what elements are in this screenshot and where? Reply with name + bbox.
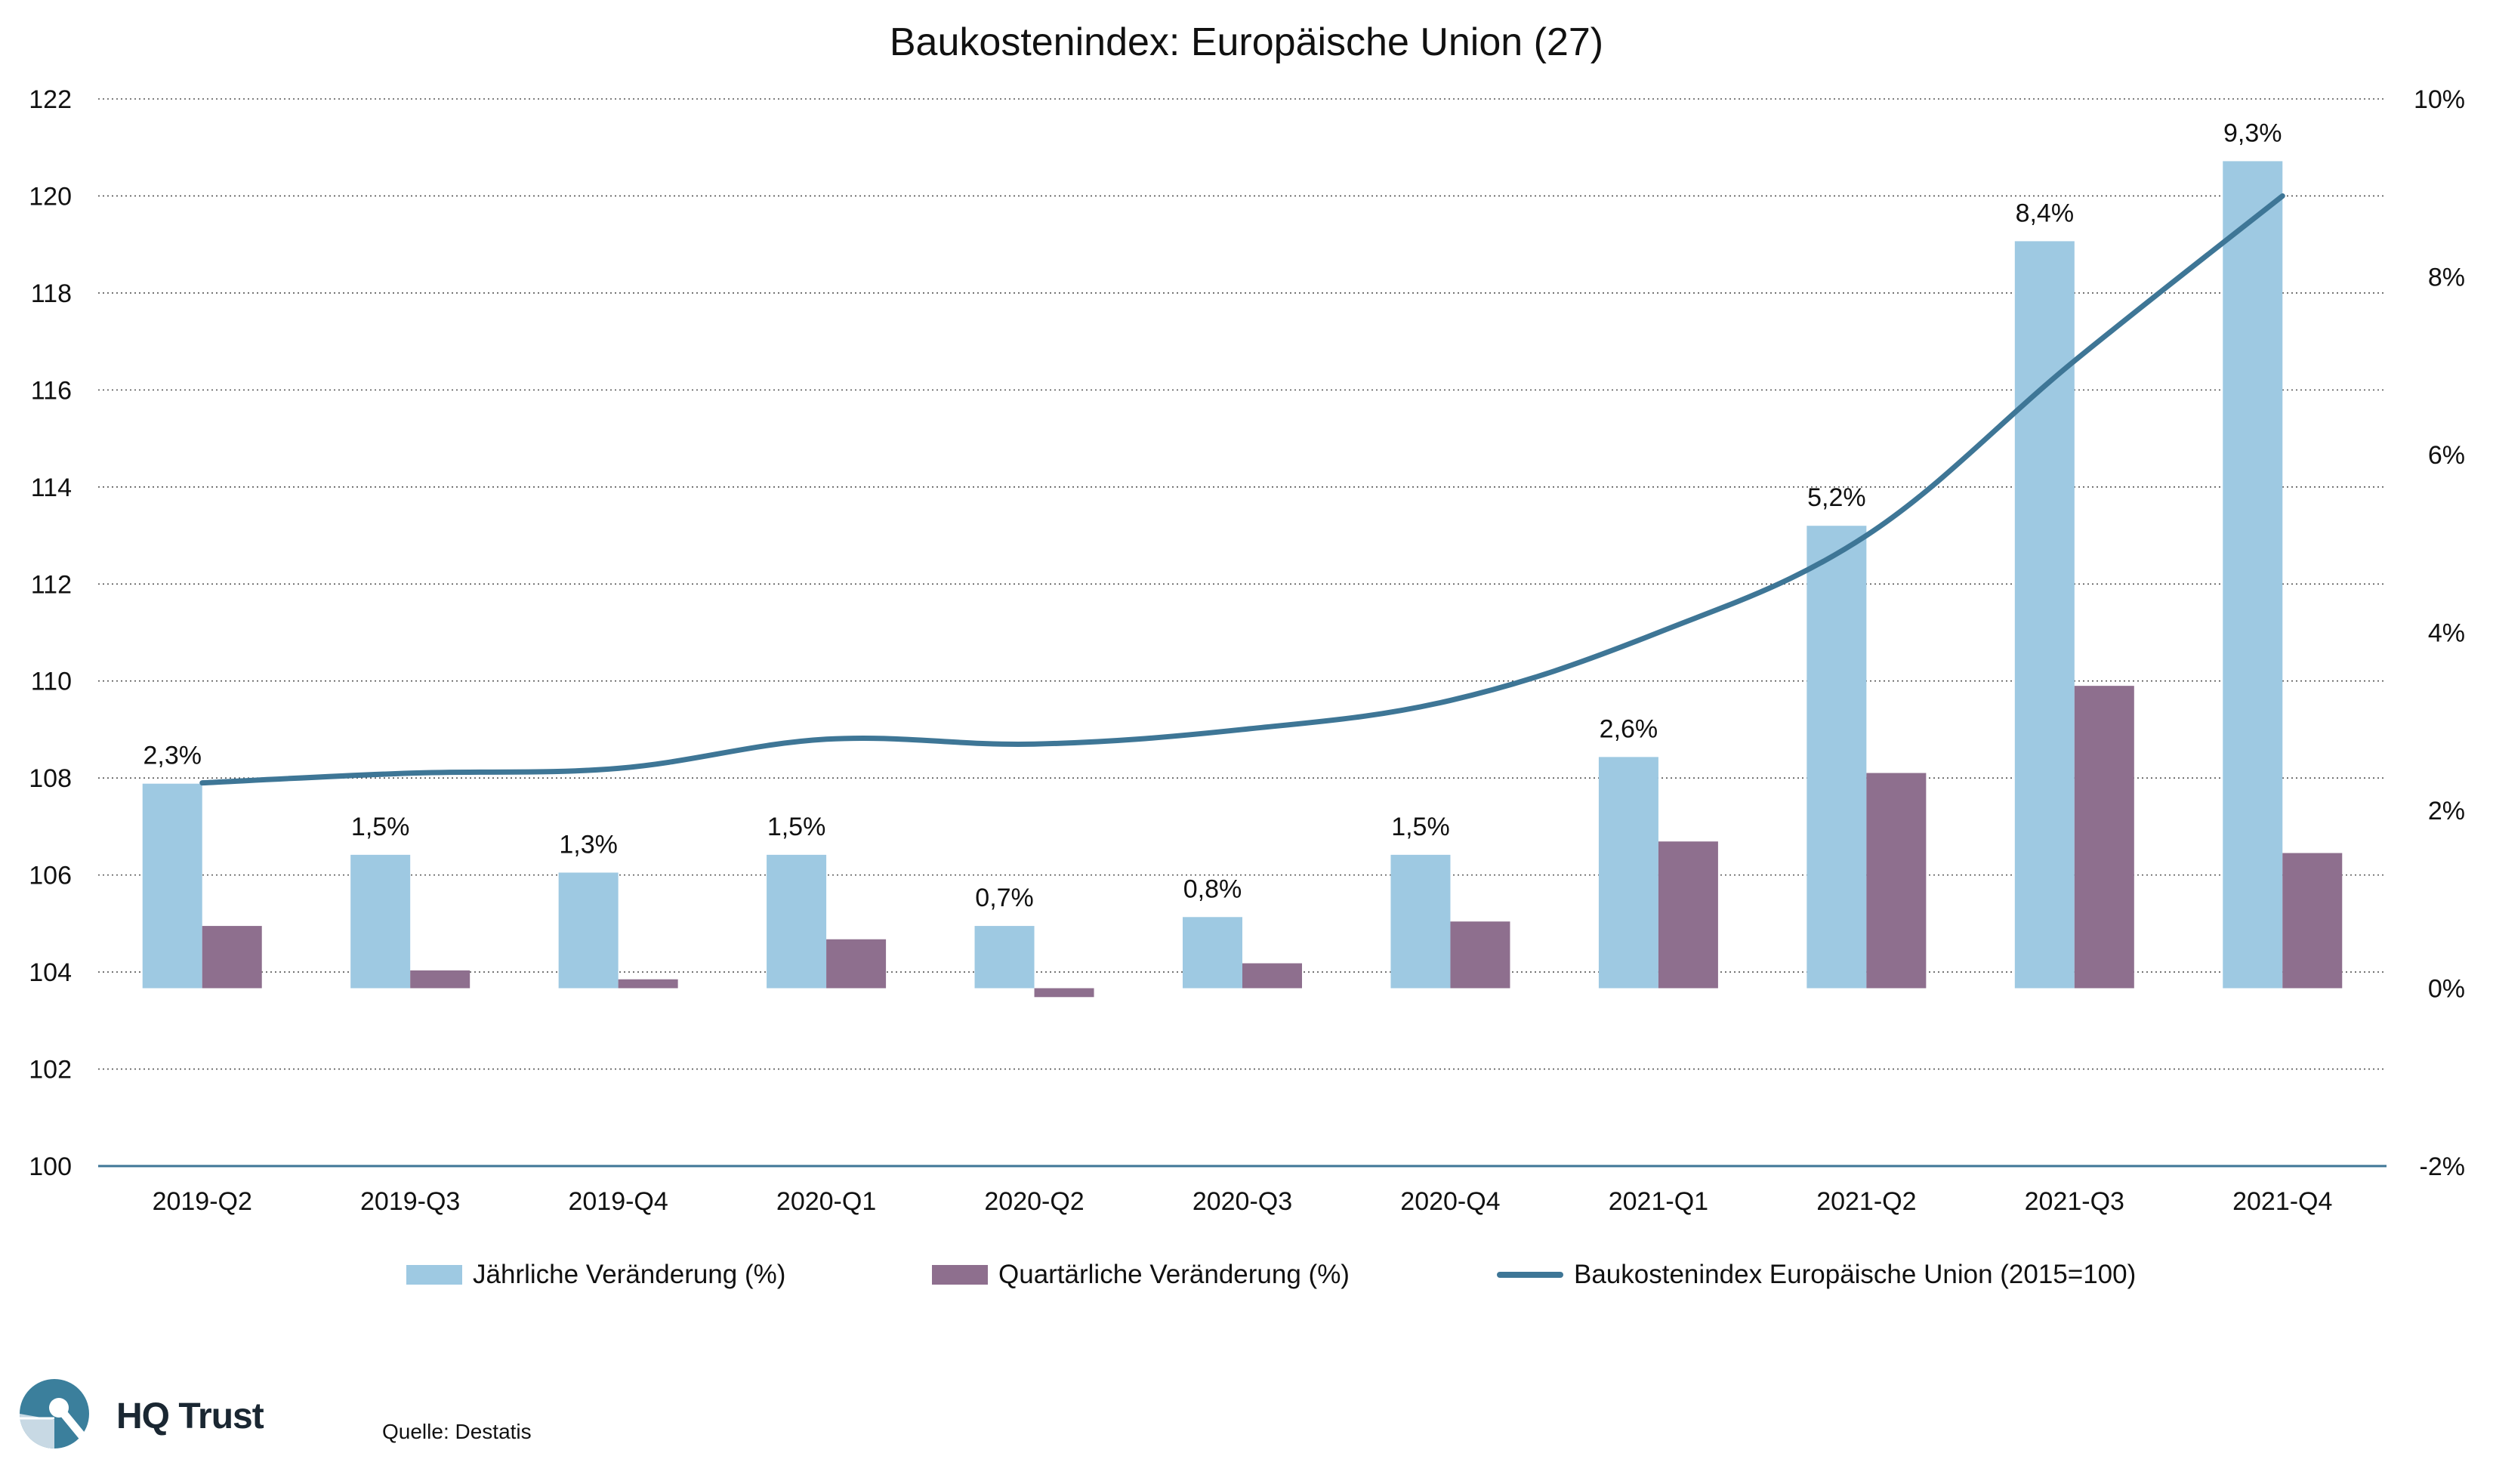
x-tick-label: 2021-Q2 [1816, 1187, 1916, 1216]
legend-item-index: Baukostenindex Europäische Union (2015=1… [1497, 1254, 2136, 1296]
y-left-tick-label: 112 [31, 570, 72, 599]
y-right-tick-label: -2% [2420, 1152, 2465, 1181]
bar-annual [2223, 161, 2283, 989]
bar-quarterly [202, 926, 262, 989]
x-tick-label: 2021-Q1 [1609, 1187, 1708, 1216]
x-tick-label: 2021-Q3 [2025, 1187, 2124, 1216]
y-left-tick-label: 118 [31, 279, 72, 308]
y-left-tick-label: 120 [29, 182, 72, 211]
bar-quarterly [618, 979, 678, 989]
y-left-tick-label: 122 [29, 85, 72, 114]
bar-annual [767, 854, 827, 989]
bar-quarterly [1242, 963, 1302, 989]
bar-annual [1806, 526, 1867, 989]
x-tick-label: 2020-Q3 [1193, 1187, 1292, 1216]
bar-quarterly [826, 939, 887, 989]
source-note: Quelle: Destatis [382, 1420, 532, 1443]
legend-swatch-quarterly [932, 1265, 988, 1285]
y-left-tick-label: 114 [31, 474, 72, 502]
y-left-tick-label: 108 [29, 764, 72, 793]
data-label-annual: 9,3% [2223, 119, 2282, 147]
data-label-annual: 1,5% [1391, 813, 1450, 841]
data-label-annual: 2,6% [1600, 714, 1658, 743]
bar-annual [2014, 241, 2075, 989]
data-label-annual: 0,8% [1183, 875, 1242, 903]
y-left-tick-label: 106 [29, 862, 72, 890]
bar-annual [142, 783, 202, 989]
legend-label-index: Baukostenindex Europäische Union (2015=1… [1574, 1260, 2137, 1289]
legend-label-annual: Jährliche Veränderung (%) [473, 1260, 786, 1289]
bar-annual [558, 872, 619, 989]
y-left-tick-label: 102 [29, 1056, 72, 1084]
y-right-tick-label: 4% [2428, 619, 2465, 648]
data-label-annual: 1,3% [559, 830, 618, 859]
bar-quarterly [2282, 853, 2343, 989]
legend-line-index [1497, 1272, 1563, 1278]
bar-annual [1390, 854, 1451, 989]
y-right-tick-label: 10% [2414, 85, 2465, 114]
bar-quarterly [2074, 686, 2134, 989]
x-tick-label: 2020-Q4 [1400, 1187, 1500, 1216]
legend-label-quarterly: Quartärliche Veränderung (%) [998, 1260, 1350, 1289]
y-left-tick-label: 116 [31, 376, 72, 405]
chart-title: Baukostenindex: Europäische Union (27) [889, 20, 1604, 64]
y-left-tick-label: 100 [29, 1152, 72, 1181]
y-right-tick-label: 6% [2428, 441, 2465, 470]
bar-quarterly [1866, 773, 1927, 989]
bar-quarterly [1658, 841, 1718, 989]
brand: HQ Trust [15, 1374, 264, 1458]
x-tick-label: 2019-Q4 [568, 1187, 668, 1216]
bar-quarterly [410, 970, 471, 989]
y-right-tick-label: 0% [2428, 975, 2465, 1004]
data-label-annual: 8,4% [2016, 199, 2075, 227]
data-label-annual: 5,2% [1807, 483, 1866, 512]
y-left-tick-label: 104 [29, 958, 72, 987]
line-index [199, 193, 2285, 786]
legend-item-quarterly: Quartärliche Veränderung (%) [932, 1254, 1350, 1296]
x-tick-label: 2019-Q2 [153, 1187, 252, 1216]
bar-quarterly [1450, 921, 1510, 989]
legend-item-annual: Jährliche Veränderung (%) [406, 1254, 785, 1296]
x-tick-label: 2021-Q4 [2232, 1187, 2332, 1216]
data-label-annual: 1,5% [767, 813, 826, 841]
y-right-tick-label: 8% [2428, 264, 2465, 292]
hq-trust-logo-icon [20, 1379, 98, 1455]
x-tick-label: 2020-Q1 [776, 1187, 876, 1216]
legend-swatch-annual [406, 1265, 462, 1285]
x-tick-label: 2020-Q2 [984, 1187, 1084, 1216]
x-tick-label: 2019-Q3 [360, 1187, 460, 1216]
bar-annual [350, 854, 411, 989]
data-label-annual: 0,7% [975, 884, 1034, 912]
brand-name: HQ Trust [116, 1396, 264, 1436]
y-right-tick-label: 2% [2428, 797, 2465, 825]
bar-quarterly [1034, 988, 1094, 998]
bar-annual [1598, 757, 1658, 989]
data-label-annual: 2,3% [143, 742, 202, 770]
data-label-annual: 1,5% [351, 813, 410, 841]
chart-legend: Jährliche Veränderung (%) Quartärliche V… [0, 1254, 2493, 1296]
bar-annual [974, 926, 1035, 989]
y-left-tick-label: 110 [31, 668, 72, 696]
bar-annual [1183, 917, 1242, 989]
